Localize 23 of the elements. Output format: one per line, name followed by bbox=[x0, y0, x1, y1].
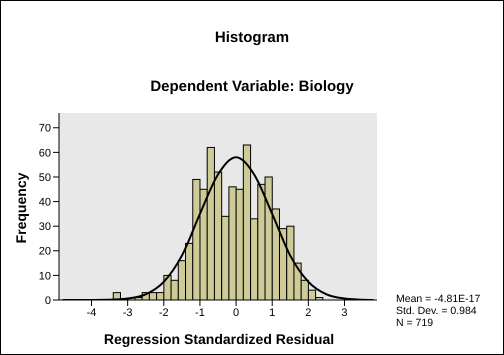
y-tick-label: 50 bbox=[38, 172, 51, 184]
y-axis-title: Frequency bbox=[13, 172, 29, 244]
text: N = 719 bbox=[396, 317, 434, 329]
x-tick-label: -3 bbox=[122, 306, 133, 319]
y-tick-label: 30 bbox=[38, 221, 51, 234]
text: Mean = -4.81E-17 bbox=[396, 293, 480, 305]
x-tick-label: 1 bbox=[269, 306, 276, 319]
x-tick-label: 3 bbox=[341, 306, 348, 319]
y-tick-label: 10 bbox=[38, 270, 51, 282]
chart-subtitle: Dependent Variable: Biology bbox=[149, 78, 355, 95]
y-tick-label: 20 bbox=[38, 246, 51, 258]
y-tick-label: 0 bbox=[44, 294, 51, 307]
chart-title: Histogram bbox=[214, 29, 290, 46]
y-tick-label: 60 bbox=[38, 147, 51, 160]
x-tick-label: 2 bbox=[305, 306, 312, 319]
x-tick-label: 0 bbox=[233, 306, 240, 319]
x-tick-label: -2 bbox=[158, 306, 169, 319]
x-axis-title: Regression Standardized Residual bbox=[102, 331, 336, 347]
x-tick-label: -4 bbox=[86, 306, 96, 319]
y-tick-label: 70 bbox=[38, 122, 51, 135]
y-tick-label: 40 bbox=[38, 196, 51, 208]
text: Std. Dev. = 0.984 bbox=[396, 305, 478, 317]
x-tick-label: -1 bbox=[195, 306, 205, 319]
